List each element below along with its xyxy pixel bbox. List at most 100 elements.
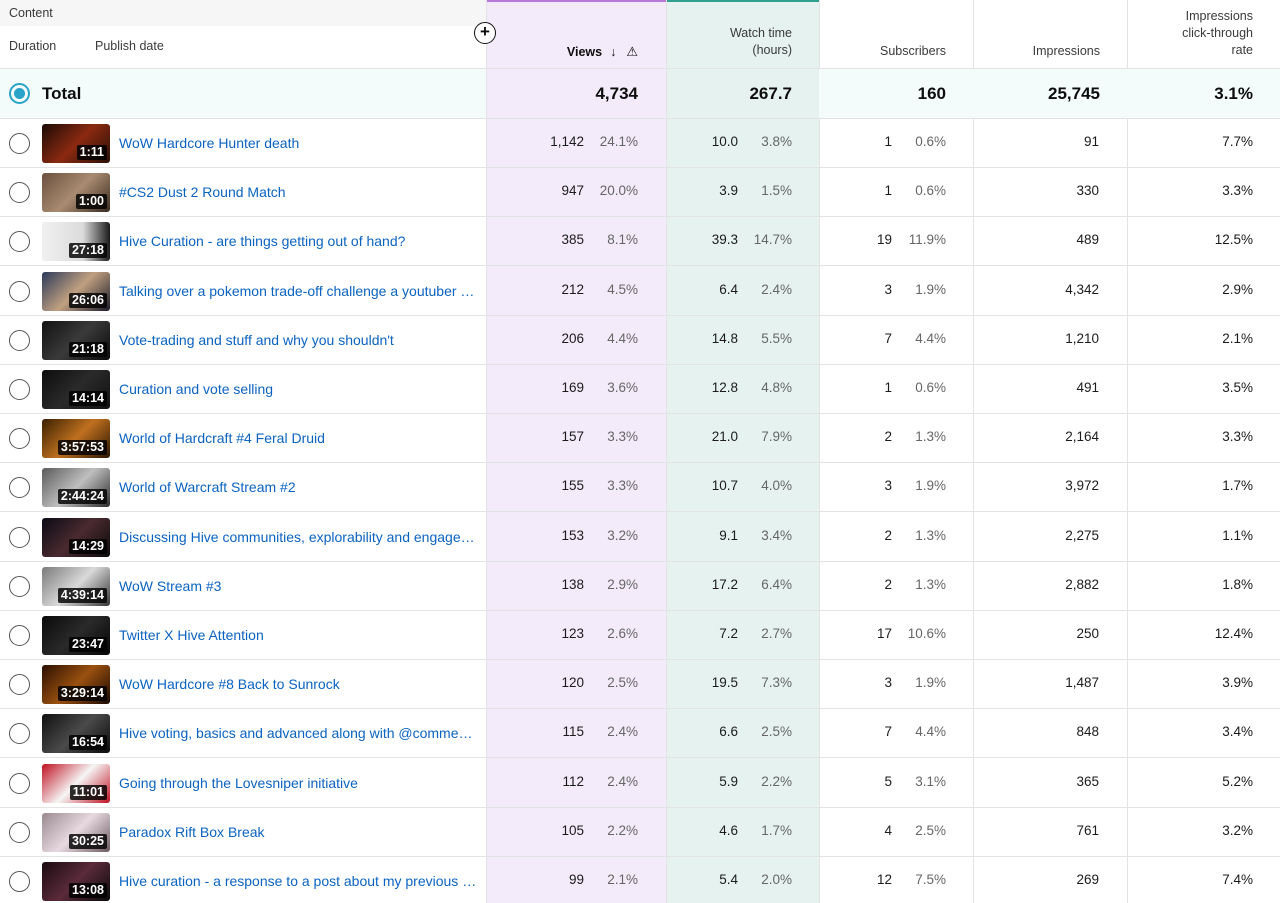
table-row[interactable]: 27:18 Hive Curation - are things getting … [0, 217, 1280, 267]
video-thumbnail[interactable]: 2:44:24 [42, 468, 110, 508]
video-thumbnail[interactable]: 3:57:53 [42, 419, 110, 459]
row-radio-button[interactable] [9, 379, 30, 400]
row-radio-button[interactable] [9, 625, 30, 646]
watch-time-value: 5.9 [719, 773, 738, 789]
views-percent: 3.3% [607, 429, 638, 445]
video-title-link[interactable]: Hive Curation - are things getting out o… [119, 233, 406, 250]
table-row[interactable]: 14:14 Curation and vote selling 169 3.6% 12.… [0, 365, 1280, 414]
publish-date-header[interactable]: Publish date [95, 39, 164, 53]
video-title-link[interactable]: World of Hardcraft #4 Feral Druid [119, 430, 325, 447]
ctr-value: 12.5% [1214, 232, 1253, 248]
video-thumbnail[interactable]: 21:18 [42, 320, 110, 360]
total-subscribers: 160 [917, 84, 946, 103]
row-radio-button[interactable] [9, 182, 30, 204]
video-title-link[interactable]: Hive curation - a response to a post abo… [119, 873, 477, 889]
video-duration: 30:25 [69, 833, 107, 849]
video-thumbnail[interactable]: 1:00 [42, 173, 110, 213]
ctr-header[interactable]: Impressions click-through rate [1127, 8, 1280, 59]
table-row[interactable]: 26:06 Talking over a pokemon trade-off ch… [0, 267, 1280, 316]
video-title-link[interactable]: Hive voting, basics and advanced along w… [119, 725, 477, 742]
video-thumbnail[interactable]: 14:14 [42, 370, 110, 409]
video-thumbnail[interactable]: 30:25 [42, 812, 110, 852]
video-thumbnail[interactable]: 27:18 [42, 222, 110, 262]
subscribers-value: 2 [884, 527, 892, 543]
watch-time-value: 21.0 [711, 429, 738, 445]
watch-time-column-highlight [666, 0, 819, 903]
video-thumbnail[interactable]: 26:06 [42, 271, 110, 311]
video-thumbnail[interactable]: 1:11 [42, 124, 110, 163]
total-row-background [0, 69, 486, 118]
views-value: 105 [561, 822, 584, 838]
impressions-value: 761 [1076, 822, 1099, 838]
table-row[interactable]: 21:18 Vote-trading and stuff and why you … [0, 316, 1280, 365]
table-row[interactable]: 2:44:24 World of Warcraft Stream #2 155 3.3… [0, 463, 1280, 513]
warning-icon[interactable]: ⚠ [626, 44, 638, 59]
subscribers-value: 12 [876, 872, 892, 887]
total-row[interactable]: Total 4,734 267.7 160 25,745 3.1% [0, 68, 1280, 119]
video-title-link[interactable]: WoW Hardcore Hunter death [119, 135, 300, 151]
video-title-link[interactable]: WoW Hardcore #8 Back to Sunrock [119, 676, 340, 693]
table-row[interactable]: 23:47 Twitter X Hive Attention 123 2.6% 7.2 2… [0, 611, 1280, 660]
video-title-link[interactable]: Going through the Lovesniper initiative [119, 774, 358, 791]
views-header[interactable]: Views ↓ ⚠ [486, 43, 666, 61]
row-radio-button[interactable] [9, 280, 30, 302]
ctr-value: 1.7% [1222, 478, 1253, 494]
video-duration: 1:11 [76, 145, 107, 160]
row-radio-button[interactable] [9, 477, 30, 499]
row-radio-button[interactable] [9, 428, 30, 450]
ctr-value: 2.9% [1222, 281, 1253, 297]
row-radio-button[interactable] [9, 526, 30, 548]
table-row[interactable]: 30:25 Paradox Rift Box Break 105 2.2% 4.6 1.7… [0, 808, 1280, 857]
views-value: 212 [561, 281, 584, 297]
watch-time-header[interactable]: Watch time (hours) [666, 25, 819, 59]
video-thumbnail[interactable]: 16:54 [42, 714, 110, 754]
impressions-header[interactable]: Impressions [1032, 44, 1100, 58]
video-title-link[interactable]: WoW Stream #3 [119, 577, 222, 594]
row-radio-button[interactable] [9, 821, 30, 843]
table-row[interactable]: 14:29 Discussing Hive communities, explor… [0, 513, 1280, 562]
watch-time-value: 10.7 [711, 478, 738, 494]
video-title-link[interactable]: Paradox Rift Box Break [119, 823, 265, 840]
video-thumbnail[interactable]: 23:47 [42, 616, 110, 655]
total-radio-button[interactable] [9, 83, 30, 104]
row-radio-button[interactable] [9, 231, 30, 253]
views-value: 206 [561, 330, 584, 346]
video-title-link[interactable]: World of Warcraft Stream #2 [119, 479, 296, 496]
total-views: 4,734 [595, 84, 638, 103]
row-radio-button[interactable] [9, 772, 30, 794]
add-column-button[interactable]: + [474, 22, 496, 44]
video-title-link[interactable]: Curation and vote selling [119, 381, 274, 397]
table-row[interactable]: 1:11 WoW Hardcore Hunter death 1,142 24.1% 1… [0, 119, 1280, 168]
subscribers-value: 3 [884, 281, 892, 297]
table-row[interactable]: 3:29:14 WoW Hardcore #8 Back to Sunrock 12… [0, 660, 1280, 710]
video-title-link[interactable]: Discussing Hive communities, explorabili… [119, 528, 477, 545]
duration-header[interactable]: Duration [9, 39, 57, 53]
table-row[interactable]: 3:57:53 World of Hardcraft #4 Feral Druid… [0, 414, 1280, 464]
row-radio-button[interactable] [9, 723, 30, 745]
video-title-link[interactable]: Talking over a pokemon trade-off challen… [119, 282, 477, 299]
table-row[interactable]: 4:39:14 WoW Stream #3 138 2.9% 17.2 6.4% 2 1.3%… [0, 562, 1280, 611]
video-title-link[interactable]: Twitter X Hive Attention [119, 627, 264, 643]
video-thumbnail[interactable]: 3:29:14 [42, 665, 110, 705]
video-title-link[interactable]: Vote-trading and stuff and why you shoul… [119, 331, 394, 348]
subscribers-header[interactable]: Subscribers [880, 44, 946, 58]
video-thumbnail[interactable]: 13:08 [42, 862, 110, 901]
arrow-down-icon[interactable]: ↓ [610, 45, 617, 59]
video-title-link[interactable]: #CS2 Dust 2 Round Match [119, 184, 286, 201]
row-radio-button[interactable] [9, 329, 30, 351]
video-thumbnail[interactable]: 11:01 [42, 763, 110, 803]
watch-time-percent: 1.5% [761, 183, 792, 199]
table-row[interactable]: 16:54 Hive voting, basics and advanced al… [0, 709, 1280, 759]
ctr-value: 3.2% [1222, 822, 1253, 838]
video-thumbnail[interactable]: 14:29 [42, 517, 110, 557]
video-duration: 11:01 [69, 784, 107, 800]
row-radio-button[interactable] [9, 674, 30, 696]
row-radio-button[interactable] [9, 575, 30, 597]
video-duration: 27:18 [69, 243, 107, 259]
row-radio-button[interactable] [9, 133, 30, 154]
table-row[interactable]: 1:00 #CS2 Dust 2 Round Match 947 20.0% 3.9 1.… [0, 168, 1280, 218]
video-thumbnail[interactable]: 4:39:14 [42, 566, 110, 606]
table-row[interactable]: 11:01 Going through the Lovesniper initia… [0, 759, 1280, 808]
row-radio-button[interactable] [9, 871, 30, 892]
table-row[interactable]: 13:08 Hive curation - a response to a pos… [0, 857, 1280, 903]
